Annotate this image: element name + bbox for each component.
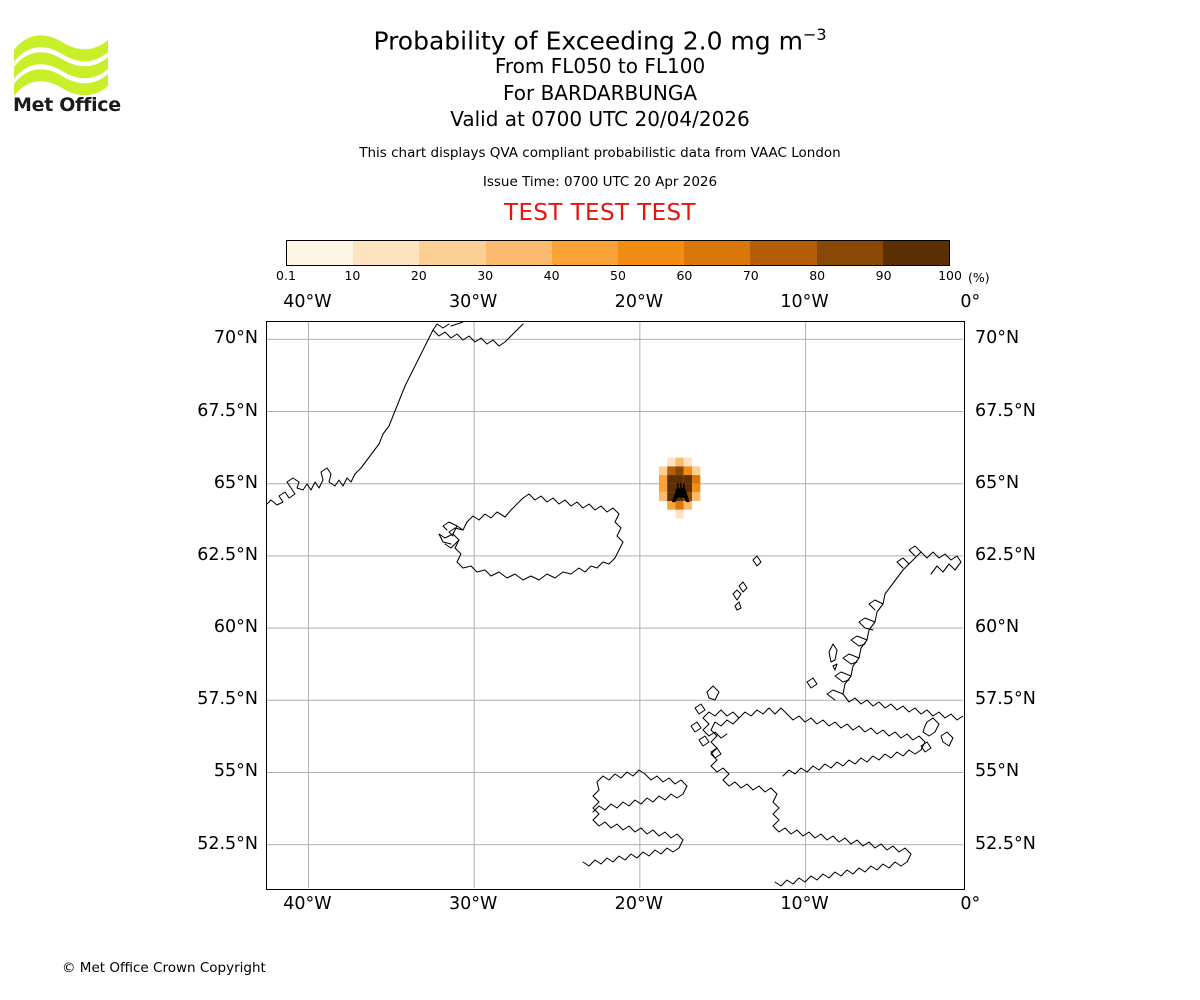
lat-label-left-3: 60°N xyxy=(213,617,258,638)
copyright-notice: © Met Office Crown Copyright xyxy=(62,960,266,976)
colorbar-band-1 xyxy=(353,241,420,265)
page-title-exponent: −3 xyxy=(802,25,827,44)
colorbar-tick-90: 90 xyxy=(875,268,892,283)
colorbar-gradient xyxy=(286,240,950,266)
test-banner: TEST TEST TEST xyxy=(504,199,696,226)
lon-label-top-1: 30°W xyxy=(448,292,498,312)
logo-waves-icon xyxy=(14,35,108,96)
lon-label-top-4: 0° xyxy=(960,292,981,312)
lon-label-top-0: 40°W xyxy=(283,292,332,312)
lat-label-right-0: 52.5°N xyxy=(975,833,1036,854)
logo-wordmark: Met Office xyxy=(13,94,121,114)
colorbar-band-4 xyxy=(551,241,619,265)
issue-time: Issue Time: 0700 UTC 20 Apr 2026 xyxy=(482,173,718,190)
colorbar-tick-100: 100 xyxy=(938,268,962,283)
lon-label-bottom-3: 10°W xyxy=(780,894,829,914)
colorbar-tick-20: 20 xyxy=(410,268,427,283)
valid-time-subtitle: Valid at 0700 UTC 20/04/2026 xyxy=(450,107,750,132)
ash-cell xyxy=(675,475,684,484)
lat-label-left-7: 70°N xyxy=(213,328,258,349)
ash-cell xyxy=(667,501,676,510)
ash-cell xyxy=(692,483,701,493)
colorbar-tick-70: 70 xyxy=(742,268,759,283)
ash-cell xyxy=(667,475,676,484)
lat-label-left-2: 57.5°N xyxy=(197,689,258,710)
colorbar-band-5 xyxy=(618,241,685,265)
lat-label-right-4: 62.5°N xyxy=(975,544,1036,565)
ash-cell xyxy=(692,466,701,476)
colorbar-band-9 xyxy=(882,241,950,265)
lat-label-right-6: 67.5°N xyxy=(975,400,1036,421)
colorbar-tick-30: 30 xyxy=(477,268,494,283)
colorbar-band-8 xyxy=(816,241,883,265)
colorbar-tick-80: 80 xyxy=(809,268,826,283)
ash-cell xyxy=(667,466,676,476)
map-plot-area xyxy=(266,321,965,890)
coastlines xyxy=(267,322,963,887)
ash-cell xyxy=(683,466,693,476)
lon-label-bottom-4: 0° xyxy=(960,894,981,914)
lon-label-bottom-0: 40°W xyxy=(283,894,332,914)
colorbar: 0.1 10 20 30 40 50 60 70 80 90 100 xyxy=(276,240,962,283)
ash-cell xyxy=(658,475,668,484)
logo-graphic: Met Office xyxy=(13,35,121,114)
colorbar-tick-60: 60 xyxy=(676,268,693,283)
colorbar-tick-40: 40 xyxy=(543,268,560,283)
ash-cell xyxy=(692,475,701,484)
ash-cell xyxy=(658,483,668,493)
ash-probability-cells xyxy=(658,457,701,519)
page-title-text: Probability of Exceeding 2.0 mg m xyxy=(373,26,803,56)
ash-cell xyxy=(683,483,693,493)
met-office-logo: Met Office xyxy=(12,22,122,114)
ash-cell xyxy=(667,483,676,493)
flight-level-subtitle: From FL050 to FL100 xyxy=(494,54,706,79)
volcano-marker-icon xyxy=(671,482,690,503)
colorbar-band-3 xyxy=(485,241,552,265)
colorbar-band-6 xyxy=(684,241,751,265)
colorbar-band-0 xyxy=(287,241,354,265)
lat-label-left-4: 62.5°N xyxy=(197,544,258,565)
ash-cell xyxy=(683,501,693,510)
lon-label-top-3: 10°W xyxy=(780,292,829,312)
ash-cell xyxy=(675,457,684,467)
lon-label-bottom-1: 30°W xyxy=(448,894,498,914)
colorbar-tick-50: 50 xyxy=(610,268,626,283)
lat-label-right-5: 65°N xyxy=(975,472,1020,493)
lat-label-right-2: 57.5°N xyxy=(975,689,1036,710)
colorbar-tick-10: 10 xyxy=(344,268,361,283)
title-block: Probability of Exceeding 2.0 mg m−3 From… xyxy=(0,0,1200,226)
lat-label-right-7: 70°N xyxy=(975,328,1020,349)
lat-label-left-0: 52.5°N xyxy=(197,833,258,854)
colorbar-band-2 xyxy=(419,241,486,265)
ash-cell xyxy=(667,457,676,467)
ash-cell xyxy=(675,466,684,476)
ash-cell xyxy=(658,492,668,502)
ash-cell xyxy=(675,483,684,493)
volcano-subtitle: For BARDARBUNGA xyxy=(502,80,698,105)
ash-cell xyxy=(667,492,676,502)
lat-label-left-1: 55°N xyxy=(213,761,258,782)
colorbar-unit-label: (%) xyxy=(968,270,990,285)
ash-cell xyxy=(692,492,701,502)
ash-cell xyxy=(675,509,684,519)
ash-cell xyxy=(683,457,693,467)
lon-label-bottom-2: 20°W xyxy=(614,894,664,914)
lat-label-right-3: 60°N xyxy=(975,617,1020,638)
ash-cell xyxy=(658,466,668,476)
lat-label-right-1: 55°N xyxy=(975,761,1020,782)
lat-label-left-5: 65°N xyxy=(213,472,258,493)
ash-cell xyxy=(675,501,684,510)
page-title: Probability of Exceeding 2.0 mg m−3 xyxy=(0,25,1200,56)
colorbar-band-7 xyxy=(750,241,817,265)
colorbar-tick-0.1: 0.1 xyxy=(276,268,296,283)
ash-cell xyxy=(683,475,693,484)
lat-label-left-6: 67.5°N xyxy=(197,400,258,421)
lon-label-top-2: 20°W xyxy=(614,292,664,312)
map-gridlines xyxy=(267,322,963,888)
map-canvas xyxy=(267,322,963,888)
qva-note: This chart displays QVA compliant probab… xyxy=(359,144,841,161)
